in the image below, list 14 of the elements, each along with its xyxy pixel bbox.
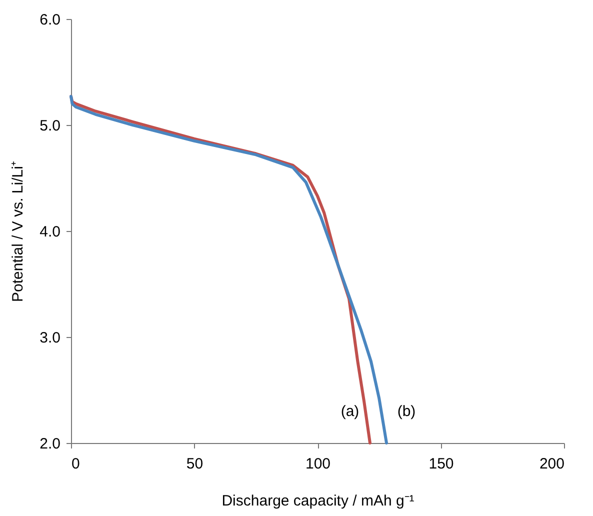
x-tick-label: 150 xyxy=(428,456,454,472)
x-tick-label: 200 xyxy=(539,456,564,472)
y-tick-label: 5.0 xyxy=(40,118,60,134)
y-tick-label: 3.0 xyxy=(40,330,60,346)
annotation: (a) xyxy=(340,403,360,420)
x-axis-title: Discharge capacity / mAh g⁻¹ xyxy=(222,492,414,510)
x-tick-label: 100 xyxy=(305,456,331,472)
y-tick-label: 4.0 xyxy=(40,224,60,240)
y-tick-label: 6.0 xyxy=(40,12,60,28)
y-axis-title: Potential / V vs. Li/Li⁺ xyxy=(10,161,27,302)
annotation: (b) xyxy=(397,403,416,420)
x-tick-label: 0 xyxy=(72,456,80,472)
y-tick-label: 2.0 xyxy=(40,436,60,452)
x-tick-label: 50 xyxy=(186,456,204,472)
